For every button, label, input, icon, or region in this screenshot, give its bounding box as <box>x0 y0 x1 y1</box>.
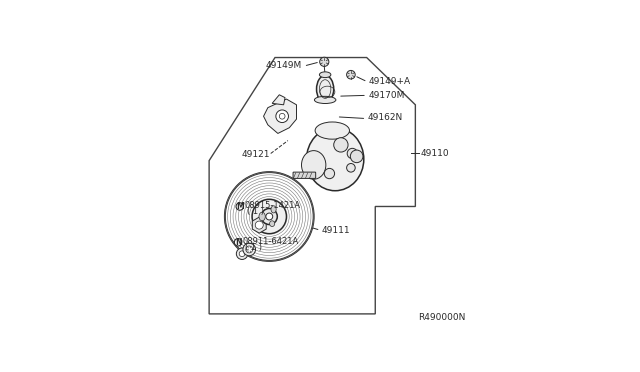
Circle shape <box>239 251 245 257</box>
Circle shape <box>320 57 329 67</box>
Text: 08911-6421A: 08911-6421A <box>242 237 298 246</box>
Text: 49110: 49110 <box>420 149 449 158</box>
Text: M: M <box>236 202 244 211</box>
Circle shape <box>255 221 263 229</box>
Text: N: N <box>235 238 241 247</box>
Ellipse shape <box>319 72 331 78</box>
Polygon shape <box>252 217 266 233</box>
Circle shape <box>333 138 348 152</box>
Circle shape <box>347 70 355 79</box>
Circle shape <box>246 246 253 253</box>
FancyBboxPatch shape <box>293 172 316 179</box>
Circle shape <box>261 208 277 225</box>
Circle shape <box>324 169 335 179</box>
Circle shape <box>236 248 248 260</box>
Circle shape <box>279 113 285 119</box>
Text: 49149+A: 49149+A <box>369 77 411 86</box>
Ellipse shape <box>307 128 364 191</box>
Text: ( 1 ): ( 1 ) <box>245 243 262 251</box>
Polygon shape <box>264 99 296 134</box>
Ellipse shape <box>269 221 275 227</box>
Circle shape <box>266 213 273 220</box>
Circle shape <box>243 243 255 256</box>
Ellipse shape <box>314 96 336 103</box>
Circle shape <box>225 172 314 261</box>
Circle shape <box>347 148 358 158</box>
Circle shape <box>350 150 363 163</box>
Circle shape <box>236 203 243 210</box>
Ellipse shape <box>317 76 333 103</box>
Circle shape <box>234 238 242 246</box>
Text: R490000N: R490000N <box>418 314 465 323</box>
Ellipse shape <box>315 122 349 139</box>
Ellipse shape <box>259 212 265 221</box>
Circle shape <box>347 164 355 172</box>
Ellipse shape <box>301 151 326 179</box>
Circle shape <box>276 110 289 122</box>
Text: 49162N: 49162N <box>367 113 403 122</box>
Text: 08915-1421A: 08915-1421A <box>244 201 300 210</box>
Polygon shape <box>272 95 285 105</box>
Circle shape <box>251 198 288 235</box>
Text: 49121: 49121 <box>242 150 270 158</box>
Ellipse shape <box>271 206 276 213</box>
Text: 49111: 49111 <box>322 226 350 235</box>
Text: ( 1 ): ( 1 ) <box>247 207 264 216</box>
Text: 49149M: 49149M <box>266 61 302 70</box>
Text: 49170M: 49170M <box>368 90 404 100</box>
